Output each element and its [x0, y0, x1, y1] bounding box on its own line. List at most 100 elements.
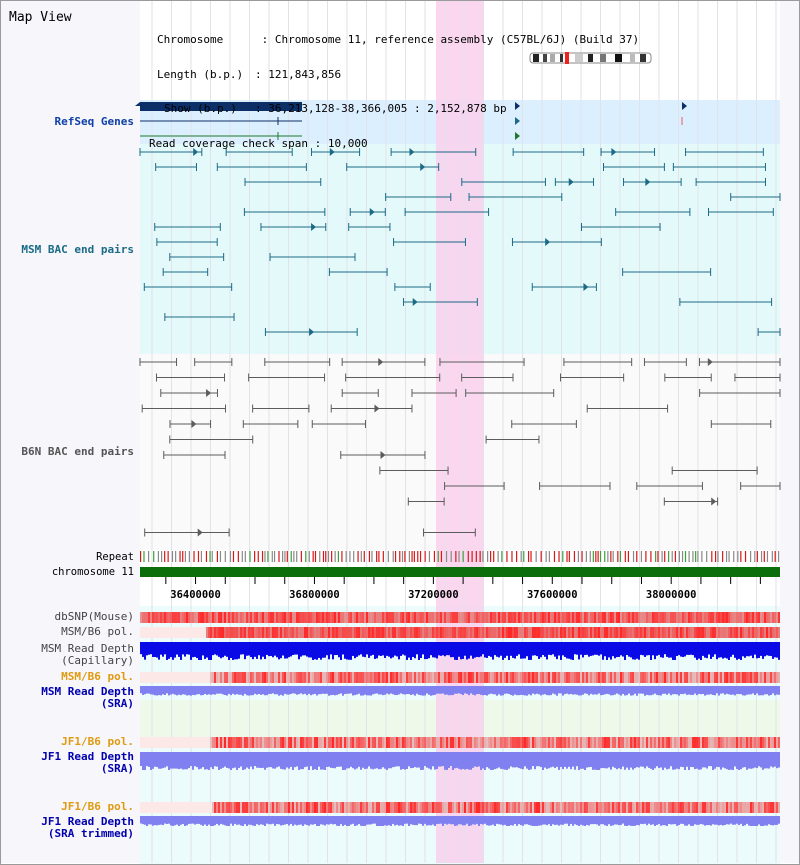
- jf1-b6-pol-trim-cell: [246, 802, 248, 813]
- msm-capillary-depth-bar: [438, 642, 440, 656]
- track-label-dbsnp[interactable]: dbSNP(Mouse): [54, 610, 134, 623]
- track-label-msm-depth-capillary[interactable]: MSM Read Depth (Capillary): [41, 643, 134, 667]
- jf1-b6-pol-cell: [456, 737, 458, 748]
- jf1-sra-depth-bar: [746, 752, 748, 770]
- msm-sra-depth-bar: [414, 686, 416, 696]
- b6n-bac-pair-arrow: [378, 358, 384, 366]
- jf1-b6-pol-cell: [766, 737, 768, 748]
- track-label-msm-b6-pol[interactable]: MSM/B6 pol.: [61, 625, 134, 638]
- jf1-sra-trimmed-depth-bar: [700, 816, 702, 824]
- msm-sra-depth-bar: [286, 686, 288, 695]
- msm-sra-depth-bar: [776, 686, 778, 695]
- jf1-b6-pol-trim-cell: [664, 802, 666, 813]
- dbsnp-density-cell: [448, 612, 450, 623]
- dbsnp-density-cell: [508, 612, 510, 623]
- jf1-b6-pol-cell: [262, 737, 264, 748]
- dbsnp-density-cell: [236, 612, 238, 623]
- jf1-sra-trimmed-depth-bar: [720, 816, 722, 825]
- jf1-b6-pol-cell: [176, 737, 178, 748]
- msm-sra-depth-bar: [370, 686, 372, 696]
- msm-capillary-depth-bar: [254, 642, 256, 657]
- jf1-sra-depth-bar: [592, 752, 594, 770]
- msm-capillary-depth-bar: [288, 642, 290, 658]
- msm-b6-pol-cell: [516, 627, 518, 638]
- jf1-sra-depth-bar: [160, 752, 162, 769]
- msm-b6-pol-cell: [570, 627, 572, 638]
- dbsnp-density-cell: [606, 612, 608, 623]
- msm-sra-depth-bar: [622, 686, 624, 694]
- msm-b6-pol-sra-cell: [516, 672, 518, 683]
- msm-b6-pol-cell: [562, 627, 564, 638]
- msm-b6-pol-sra-cell: [394, 672, 396, 683]
- dbsnp-density-cell: [314, 612, 316, 623]
- jf1-sra-depth-bar: [722, 752, 724, 768]
- msm-sra-depth-bar: [614, 686, 616, 695]
- msm-b6-pol-cell: [294, 627, 296, 638]
- track-label-jf1-depth[interactable]: JF1 Read Depth (SRA): [41, 751, 134, 775]
- jf1-sra-trimmed-depth-bar: [614, 816, 616, 825]
- jf1-sra-trimmed-depth-bar: [160, 816, 162, 825]
- jf1-b6-pol-trim-cell: [644, 802, 646, 813]
- track-label-msm-depth-sra[interactable]: MSM Read Depth (SRA): [41, 686, 134, 710]
- dbsnp-density-cell: [722, 612, 724, 623]
- jf1-sra-depth-bar: [284, 752, 286, 770]
- page-title: Map View: [9, 10, 72, 25]
- repeat-element: [540, 551, 542, 562]
- msm-b6-pol-cell: [702, 627, 704, 638]
- track-label-repeat[interactable]: Repeat: [96, 551, 134, 563]
- jf1-b6-pol-cell: [452, 737, 454, 748]
- track-label-jf1-b6-pol[interactable]: JF1/B6 pol.: [61, 735, 134, 748]
- track-label-msm-bac[interactable]: MSM BAC end pairs: [21, 243, 134, 256]
- msm-capillary-depth-bar: [514, 642, 516, 659]
- msm-b6-pol-sra-cell: [660, 672, 662, 683]
- jf1-sra-trimmed-depth-bar: [370, 816, 372, 825]
- msm-sra-depth-bar: [500, 686, 502, 696]
- msm-b6-pol-sra-cell: [578, 672, 580, 683]
- msm-sra-depth-bar: [558, 686, 560, 694]
- jf1-sra-depth-bar: [304, 752, 306, 768]
- msm-b6-pol-sra-cell: [230, 672, 232, 683]
- jf1-b6-pol-trim-cell: [438, 802, 440, 813]
- jf1-sra-trimmed-depth-bar: [212, 816, 214, 826]
- msm-b6-pol-sra-cell: [552, 672, 554, 683]
- msm-sra-depth-bar: [584, 686, 586, 694]
- jf1-b6-pol-trim-cell: [286, 802, 288, 813]
- msm-capillary-depth-bar: [506, 642, 508, 656]
- msm-capillary-depth-bar: [548, 642, 550, 655]
- jf1-b6-pol-cell: [580, 737, 582, 748]
- jf1-sra-depth-bar: [700, 752, 702, 770]
- jf1-b6-pol-trim-cell: [182, 802, 184, 813]
- msm-b6-pol-sra-cell: [584, 672, 586, 683]
- track-label-b6n-bac[interactable]: B6N BAC end pairs: [21, 445, 134, 458]
- jf1-b6-pol-cell: [756, 737, 758, 748]
- track-label-jf1-trimmed[interactable]: JF1 Read Depth (SRA trimmed): [41, 816, 134, 840]
- dbsnp-density-cell: [486, 612, 488, 623]
- jf1-b6-pol-trim-cell: [168, 802, 170, 813]
- msm-capillary-depth-bar: [174, 642, 176, 658]
- jf1-b6-pol-trim-cell: [440, 802, 442, 813]
- track-label-msm-b6-pol-sra[interactable]: MSM/B6 pol.: [61, 670, 134, 683]
- msm-b6-pol-sra-cell: [548, 672, 550, 683]
- dbsnp-density-cell: [630, 612, 632, 623]
- msm-b6-pol-cell: [526, 627, 528, 638]
- jf1-sra-trimmed-depth-bar: [554, 816, 556, 825]
- jf1-b6-pol-trim-cell: [454, 802, 456, 813]
- msm-b6-pol-cell: [646, 627, 648, 638]
- jf1-sra-depth-bar: [522, 752, 524, 770]
- jf1-sra-trimmed-depth-bar: [332, 816, 334, 825]
- jf1-sra-depth-bar: [310, 752, 312, 767]
- msm-b6-pol-cell: [724, 627, 726, 638]
- msm-b6-pol-sra-cell: [206, 672, 208, 683]
- jf1-sra-trimmed-depth-bar: [216, 816, 218, 824]
- repeat-element: [319, 551, 321, 562]
- msm-b6-pol-cell: [420, 627, 422, 638]
- jf1-b6-pol-cell: [484, 737, 486, 748]
- msm-capillary-depth-bar: [718, 642, 720, 658]
- track-label-refseq[interactable]: RefSeq Genes: [54, 115, 134, 128]
- msm-capillary-depth-bar: [776, 642, 778, 658]
- jf1-b6-pol-cell: [522, 737, 524, 748]
- msm-sra-depth-bar: [288, 686, 290, 695]
- track-label-jf1-b6-pol-trim[interactable]: JF1/B6 pol.: [61, 800, 134, 813]
- dbsnp-density-cell: [440, 612, 442, 623]
